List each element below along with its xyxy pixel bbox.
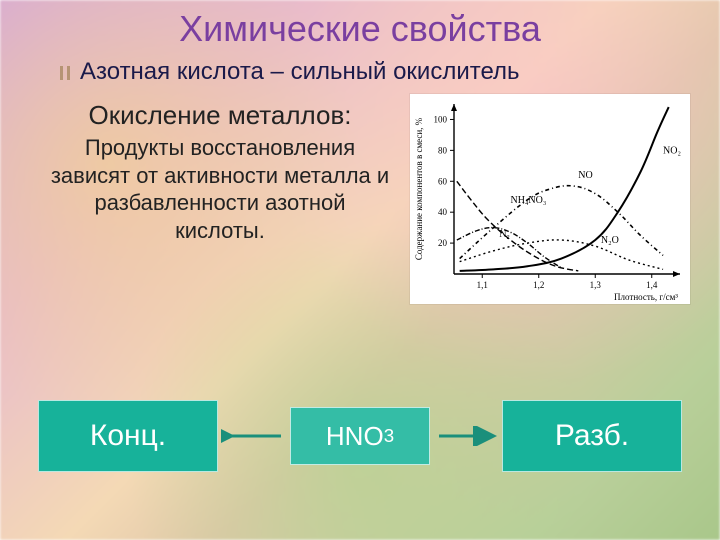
svg-text:NH₄NO₃: NH₄NO₃	[511, 195, 547, 206]
svg-text:NO: NO	[578, 170, 592, 181]
svg-text:Содержание компонентов в смеси: Содержание компонентов в смеси, %	[414, 117, 424, 260]
bullet-line: Азотная кислота – сильный окислитель	[60, 58, 680, 86]
svg-text:100: 100	[434, 114, 448, 124]
svg-text:N₂O: N₂O	[601, 235, 619, 246]
slide: Химические свойства Азотная кислота – си…	[0, 0, 720, 540]
svg-text:Плотность, г/см³: Плотность, г/см³	[614, 292, 678, 302]
svg-text:1,2: 1,2	[533, 280, 544, 290]
svg-text:20: 20	[438, 238, 448, 248]
box-dilute: Разб.	[502, 400, 682, 472]
chart: 20 40 60 80 100 1,1 1,2 1,3 1,4 Плотность, г/см³ С…	[410, 94, 690, 304]
chart-svg: 20 40 60 80 100 1,1 1,2 1,3 1,4 Плотность, г/см³ С…	[410, 94, 690, 304]
bullet-marker-icon	[60, 66, 70, 80]
box-concentrated: Конц.	[38, 400, 218, 472]
svg-text:1,3: 1,3	[590, 280, 602, 290]
box-hno3: HNO3	[290, 407, 430, 465]
bullet-text: Азотная кислота – сильный окислитель	[80, 58, 520, 85]
svg-text:1,4: 1,4	[646, 280, 658, 290]
flow-row: Конц. HNO3 Разб.	[0, 400, 720, 472]
svg-text:40: 40	[438, 207, 448, 217]
svg-text:N₂: N₂	[499, 229, 510, 240]
arrow-right	[430, 426, 502, 446]
svg-text:1,1: 1,1	[477, 280, 488, 290]
hno3-main: HNO	[326, 421, 384, 452]
sub-heading: Окисление металлов:	[50, 100, 390, 131]
slide-title: Химические свойства	[0, 8, 720, 50]
svg-text:80: 80	[438, 145, 448, 155]
arrow-left	[218, 426, 290, 446]
svg-text:60: 60	[438, 176, 448, 186]
svg-text:NO₂: NO₂	[663, 145, 681, 156]
sub-body: Продукты восстановления зависят от актив…	[50, 134, 390, 244]
